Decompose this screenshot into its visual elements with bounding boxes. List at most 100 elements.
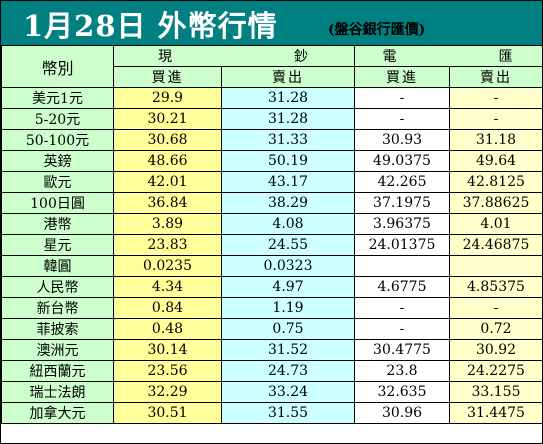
cash-sell-cell: 33.24: [221, 381, 355, 403]
currency-cell: 英鎊: [1, 150, 114, 172]
cash-group-header: 現鈔: [113, 45, 355, 67]
cash-sell-cell: 1.19: [221, 297, 355, 319]
cash-buy-cell: 30.51: [113, 402, 222, 424]
currency-cell: 美元1元: [1, 87, 114, 109]
tt-sell-cell: 49.64: [449, 150, 543, 172]
currency-cell: 加拿大元: [1, 402, 114, 424]
tt-buy-header: 買進: [354, 66, 450, 88]
table-row: 澳洲元 30.14 31.52 30.4775 30.92: [1, 339, 543, 361]
source-note: (盤谷銀行匯價): [328, 22, 426, 38]
cash-sell-cell: 0.0323: [221, 255, 355, 277]
currency-cell: 歐元: [1, 171, 114, 193]
currency-cell: 瑞士法朗: [1, 381, 114, 403]
cash-buy-cell: 48.66: [113, 150, 222, 172]
cash-sell-cell: 43.17: [221, 171, 355, 193]
cash-sell-cell: 31.33: [221, 129, 355, 151]
cash-sell-cell: 31.55: [221, 402, 355, 424]
table-row: 菲披索 0.48 0.75-0.72: [1, 318, 543, 340]
cash-sell-cell: 4.97: [221, 276, 355, 298]
tt-buy-cell: 30.93: [354, 129, 450, 151]
cash-buy-cell: 30.21: [113, 108, 222, 130]
table-row: 5-20元 30.21 31.28- -: [1, 108, 543, 130]
cash-buy-cell: 23.56: [113, 360, 222, 382]
currency-cell: 新台幣: [1, 297, 114, 319]
currency-cell: 港幣: [1, 213, 114, 235]
transfer-group-label-2: 匯: [498, 49, 515, 65]
currency-column-header: 幣別: [1, 45, 114, 88]
table-row: 瑞士法朗 32.29 33.24 32.635 33.155: [1, 381, 543, 403]
table-row: 港幣 3.89 4.08 3.96375 4.01: [1, 213, 543, 235]
tt-sell-cell: 0.72: [449, 318, 543, 340]
table-row: 人民幣 4.34 4.97 4.6775 4.85375: [1, 276, 543, 298]
table-row: 紐西蘭元 23.56 24.73 23.8 24.2275: [1, 360, 543, 382]
exchange-rate-table: 幣別 現鈔 電匯 買進 賣出 買進 賣出 美元1元 29.9 31.28- -5-20…: [1, 45, 543, 424]
tt-buy-cell: -: [354, 318, 450, 340]
tt-buy-cell: 23.8: [354, 360, 450, 382]
tt-sell-cell: -: [449, 297, 543, 319]
currency-cell: 100日圓: [1, 192, 114, 214]
table-row: 星元 23.83 24.55 24.01375 24.46875: [1, 234, 543, 256]
table-row: 歐元 42.01 43.17 42.265 42.8125: [1, 171, 543, 193]
cash-buy-cell: 0.48: [113, 318, 222, 340]
cash-buy-cell: 23.83: [113, 234, 222, 256]
cash-sell-cell: 31.28: [221, 108, 355, 130]
currency-cell: 人民幣: [1, 276, 114, 298]
tt-sell-header: 賣出: [449, 66, 543, 88]
table-row: 50-100元 30.68 31.33 30.93 31.18: [1, 129, 543, 151]
tt-sell-cell: -: [449, 87, 543, 109]
transfer-group-label-1: 電: [382, 49, 399, 65]
cash-buy-cell: 3.89: [113, 213, 222, 235]
tt-buy-cell: -: [354, 108, 450, 130]
tt-buy-cell: 30.4775: [354, 339, 450, 361]
cash-group-label-1: 現: [158, 49, 174, 65]
tt-buy-cell: 3.96375: [354, 213, 450, 235]
tt-sell-cell: 4.01: [449, 213, 543, 235]
tt-buy-cell: 32.635: [354, 381, 450, 403]
tt-buy-cell: 49.0375: [354, 150, 450, 172]
cash-buy-cell: 29.9: [113, 87, 222, 109]
cash-group-label-2: 鈔: [294, 49, 310, 65]
tt-sell-cell: 31.18: [449, 129, 543, 151]
tt-sell-cell: [449, 255, 543, 277]
currency-cell: 紐西蘭元: [1, 360, 114, 382]
cash-buy-cell: 0.84: [113, 297, 222, 319]
table-row: 100日圓 36.84 38.29 37.1975 37.88625: [1, 192, 543, 214]
cash-buy-cell: 30.68: [113, 129, 222, 151]
tt-sell-cell: 4.85375: [449, 276, 543, 298]
tt-buy-cell: 37.1975: [354, 192, 450, 214]
currency-cell: 韓圓: [1, 255, 114, 277]
cash-buy-cell: 30.14: [113, 339, 222, 361]
cash-sell-header: 賣出: [221, 66, 355, 88]
cash-sell-cell: 24.55: [221, 234, 355, 256]
table-row: 英鎊 48.66 50.19 49.0375 49.64: [1, 150, 543, 172]
transfer-group-header: 電匯: [354, 45, 543, 67]
tt-buy-cell: -: [354, 87, 450, 109]
tt-sell-cell: 33.155: [449, 381, 543, 403]
tt-buy-cell: -: [354, 297, 450, 319]
cash-sell-cell: 38.29: [221, 192, 355, 214]
cash-sell-cell: 31.28: [221, 87, 355, 109]
tt-sell-cell: 24.2275: [449, 360, 543, 382]
cash-sell-cell: 4.08: [221, 213, 355, 235]
table-row: 美元1元 29.9 31.28- -: [1, 87, 543, 109]
title-bar: 1月28日 外幣行情 (盤谷銀行匯價): [1, 1, 542, 45]
cash-buy-cell: 42.01: [113, 171, 222, 193]
cash-sell-cell: 50.19: [221, 150, 355, 172]
currency-cell: 50-100元: [1, 129, 114, 151]
cash-buy-cell: 0.0235: [113, 255, 222, 277]
currency-cell: 星元: [1, 234, 114, 256]
table-row: 新台幣 0.84 1.19- -: [1, 297, 543, 319]
tt-sell-cell: 24.46875: [449, 234, 543, 256]
tt-buy-cell: 24.01375: [354, 234, 450, 256]
cash-sell-cell: 0.75: [221, 318, 355, 340]
page-title: 1月28日 外幣行情: [23, 9, 278, 43]
cash-buy-cell: 36.84: [113, 192, 222, 214]
tt-sell-cell: 37.88625: [449, 192, 543, 214]
tt-buy-cell: 4.6775: [354, 276, 450, 298]
tt-buy-cell: [354, 255, 450, 277]
cash-sell-cell: 24.73: [221, 360, 355, 382]
rate-rows: 美元1元 29.9 31.28- -5-20元 30.21 31.28- -50-100元 3…: [1, 87, 543, 424]
tt-sell-cell: 31.4475: [449, 402, 543, 424]
cash-buy-header: 買進: [113, 66, 222, 88]
